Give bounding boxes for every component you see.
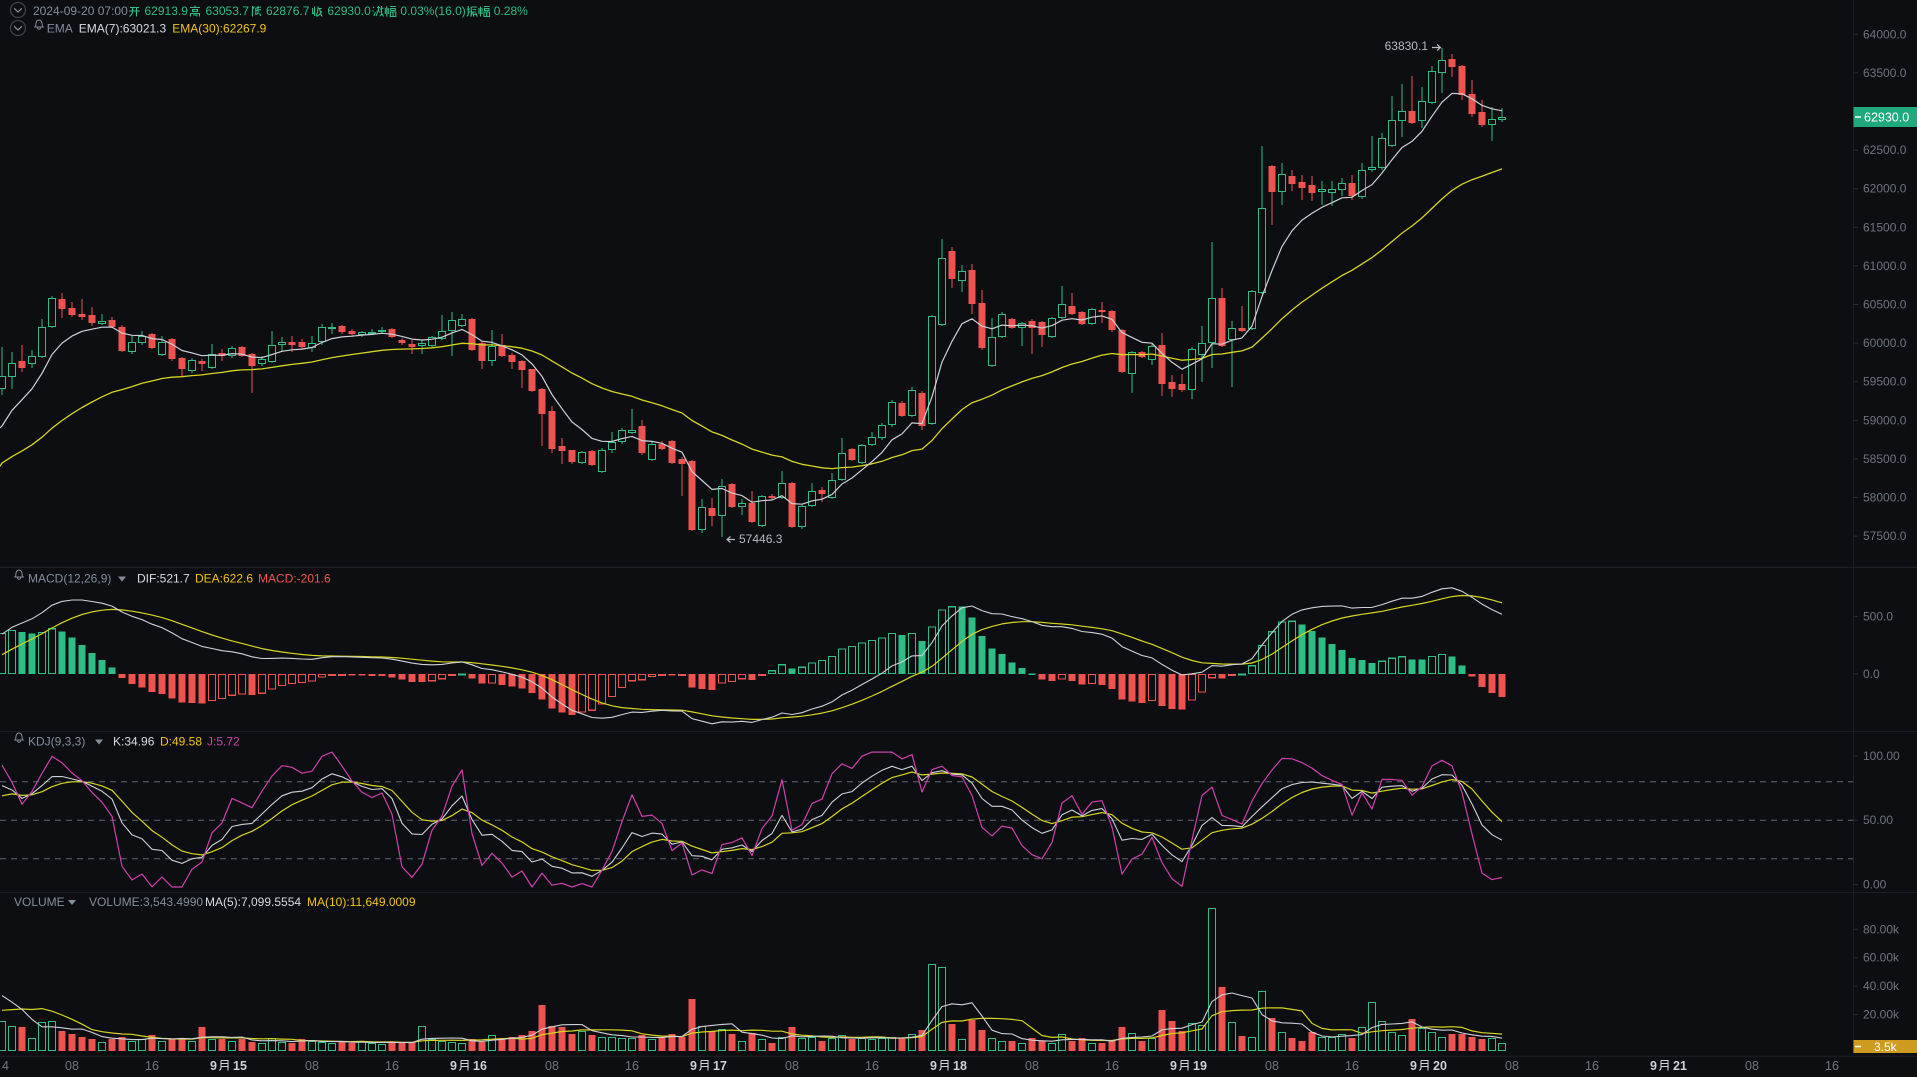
svg-text:15: 15 <box>233 1059 247 1073</box>
svg-text:08: 08 <box>305 1059 319 1073</box>
svg-text:9: 9 <box>1650 1059 1657 1073</box>
svg-text:100.00: 100.00 <box>1863 749 1900 763</box>
svg-text:16: 16 <box>1825 1059 1839 1073</box>
svg-text:08: 08 <box>1745 1059 1759 1073</box>
svg-text:60500.0: 60500.0 <box>1863 298 1907 312</box>
svg-text:MA(10):11,649.0009: MA(10):11,649.0009 <box>307 895 416 909</box>
svg-text:16: 16 <box>1105 1059 1119 1073</box>
svg-text:61000.0: 61000.0 <box>1863 259 1907 273</box>
svg-text:63830.1: 63830.1 <box>1385 39 1429 53</box>
svg-text:62876.7: 62876.7 <box>266 4 310 18</box>
svg-text:63500.0: 63500.0 <box>1863 66 1907 80</box>
svg-text:DIF:521.7: DIF:521.7 <box>137 572 190 586</box>
svg-text:3.5k: 3.5k <box>1874 1040 1898 1054</box>
svg-text:9: 9 <box>450 1059 457 1073</box>
svg-text:08: 08 <box>785 1059 799 1073</box>
svg-text:08: 08 <box>1505 1059 1519 1073</box>
svg-text:08: 08 <box>65 1059 79 1073</box>
svg-text:16: 16 <box>1345 1059 1359 1073</box>
svg-text:57500.0: 57500.0 <box>1863 529 1907 543</box>
svg-text:2024-09-20 07:00: 2024-09-20 07:00 <box>33 4 128 18</box>
svg-text:60.00k: 60.00k <box>1863 951 1900 965</box>
svg-text:16: 16 <box>145 1059 159 1073</box>
svg-text:08: 08 <box>545 1059 559 1073</box>
svg-text:J:5.72: J:5.72 <box>207 735 240 749</box>
svg-text:50.00: 50.00 <box>1863 813 1893 827</box>
svg-text:16: 16 <box>625 1059 639 1073</box>
svg-text:61500.0: 61500.0 <box>1863 220 1907 234</box>
svg-text:60000.0: 60000.0 <box>1863 336 1907 350</box>
svg-text:EMA(30):62267.9: EMA(30):62267.9 <box>172 22 266 36</box>
svg-text:VOLUME: VOLUME <box>14 895 65 909</box>
svg-text:40.00k: 40.00k <box>1863 979 1900 993</box>
svg-text:4: 4 <box>2 1059 9 1073</box>
svg-text:20.00k: 20.00k <box>1863 1008 1900 1022</box>
svg-text:MACD:-201.6: MACD:-201.6 <box>258 572 331 586</box>
svg-text:16: 16 <box>865 1059 879 1073</box>
svg-text:K:34.96: K:34.96 <box>113 735 155 749</box>
svg-text:500.0: 500.0 <box>1863 610 1893 624</box>
svg-text:16: 16 <box>385 1059 399 1073</box>
svg-text:VOLUME:3,543.4990: VOLUME:3,543.4990 <box>89 895 203 909</box>
svg-text:08: 08 <box>1025 1059 1039 1073</box>
svg-text:59000.0: 59000.0 <box>1863 413 1907 427</box>
svg-text:0.0: 0.0 <box>1863 667 1880 681</box>
svg-text:58500.0: 58500.0 <box>1863 452 1907 466</box>
svg-text:9: 9 <box>930 1059 937 1073</box>
svg-text:19: 19 <box>1193 1059 1207 1073</box>
svg-text:0.00: 0.00 <box>1863 877 1887 891</box>
svg-text:MA(5):7,099.5554: MA(5):7,099.5554 <box>205 895 301 909</box>
svg-text:62913.9: 62913.9 <box>145 4 189 18</box>
svg-text:EMA(7):63021.3: EMA(7):63021.3 <box>79 22 167 36</box>
svg-text:59500.0: 59500.0 <box>1863 375 1907 389</box>
svg-text:62500.0: 62500.0 <box>1863 143 1907 157</box>
svg-text:20: 20 <box>1433 1059 1447 1073</box>
svg-text:62930.0: 62930.0 <box>1864 111 1909 125</box>
svg-text:18: 18 <box>953 1059 967 1073</box>
svg-text:64000.0: 64000.0 <box>1863 27 1907 41</box>
svg-text:16: 16 <box>473 1059 487 1073</box>
svg-text:63053.7: 63053.7 <box>206 4 250 18</box>
svg-text:D:49.58: D:49.58 <box>160 735 202 749</box>
svg-text:0.28%: 0.28% <box>494 4 528 18</box>
svg-text:9: 9 <box>690 1059 697 1073</box>
svg-text:EMA: EMA <box>47 22 73 36</box>
svg-text:KDJ(9,3,3): KDJ(9,3,3) <box>28 735 85 749</box>
svg-text:57446.3: 57446.3 <box>739 532 783 546</box>
svg-text:21: 21 <box>1673 1059 1687 1073</box>
svg-text:MACD(12,26,9): MACD(12,26,9) <box>28 572 111 586</box>
svg-text:08: 08 <box>1265 1059 1279 1073</box>
svg-text:9: 9 <box>1170 1059 1177 1073</box>
svg-text:58000.0: 58000.0 <box>1863 491 1907 505</box>
svg-text:16: 16 <box>1585 1059 1599 1073</box>
svg-text:9: 9 <box>1410 1059 1417 1073</box>
svg-text:17: 17 <box>713 1059 727 1073</box>
svg-text:DEA:622.6: DEA:622.6 <box>195 572 253 586</box>
svg-text:62000.0: 62000.0 <box>1863 182 1907 196</box>
svg-text:62930.0: 62930.0 <box>327 4 371 18</box>
svg-text:0.03%(16.0): 0.03%(16.0) <box>400 4 465 18</box>
svg-text:9: 9 <box>210 1059 217 1073</box>
svg-text:80.00k: 80.00k <box>1863 922 1900 936</box>
